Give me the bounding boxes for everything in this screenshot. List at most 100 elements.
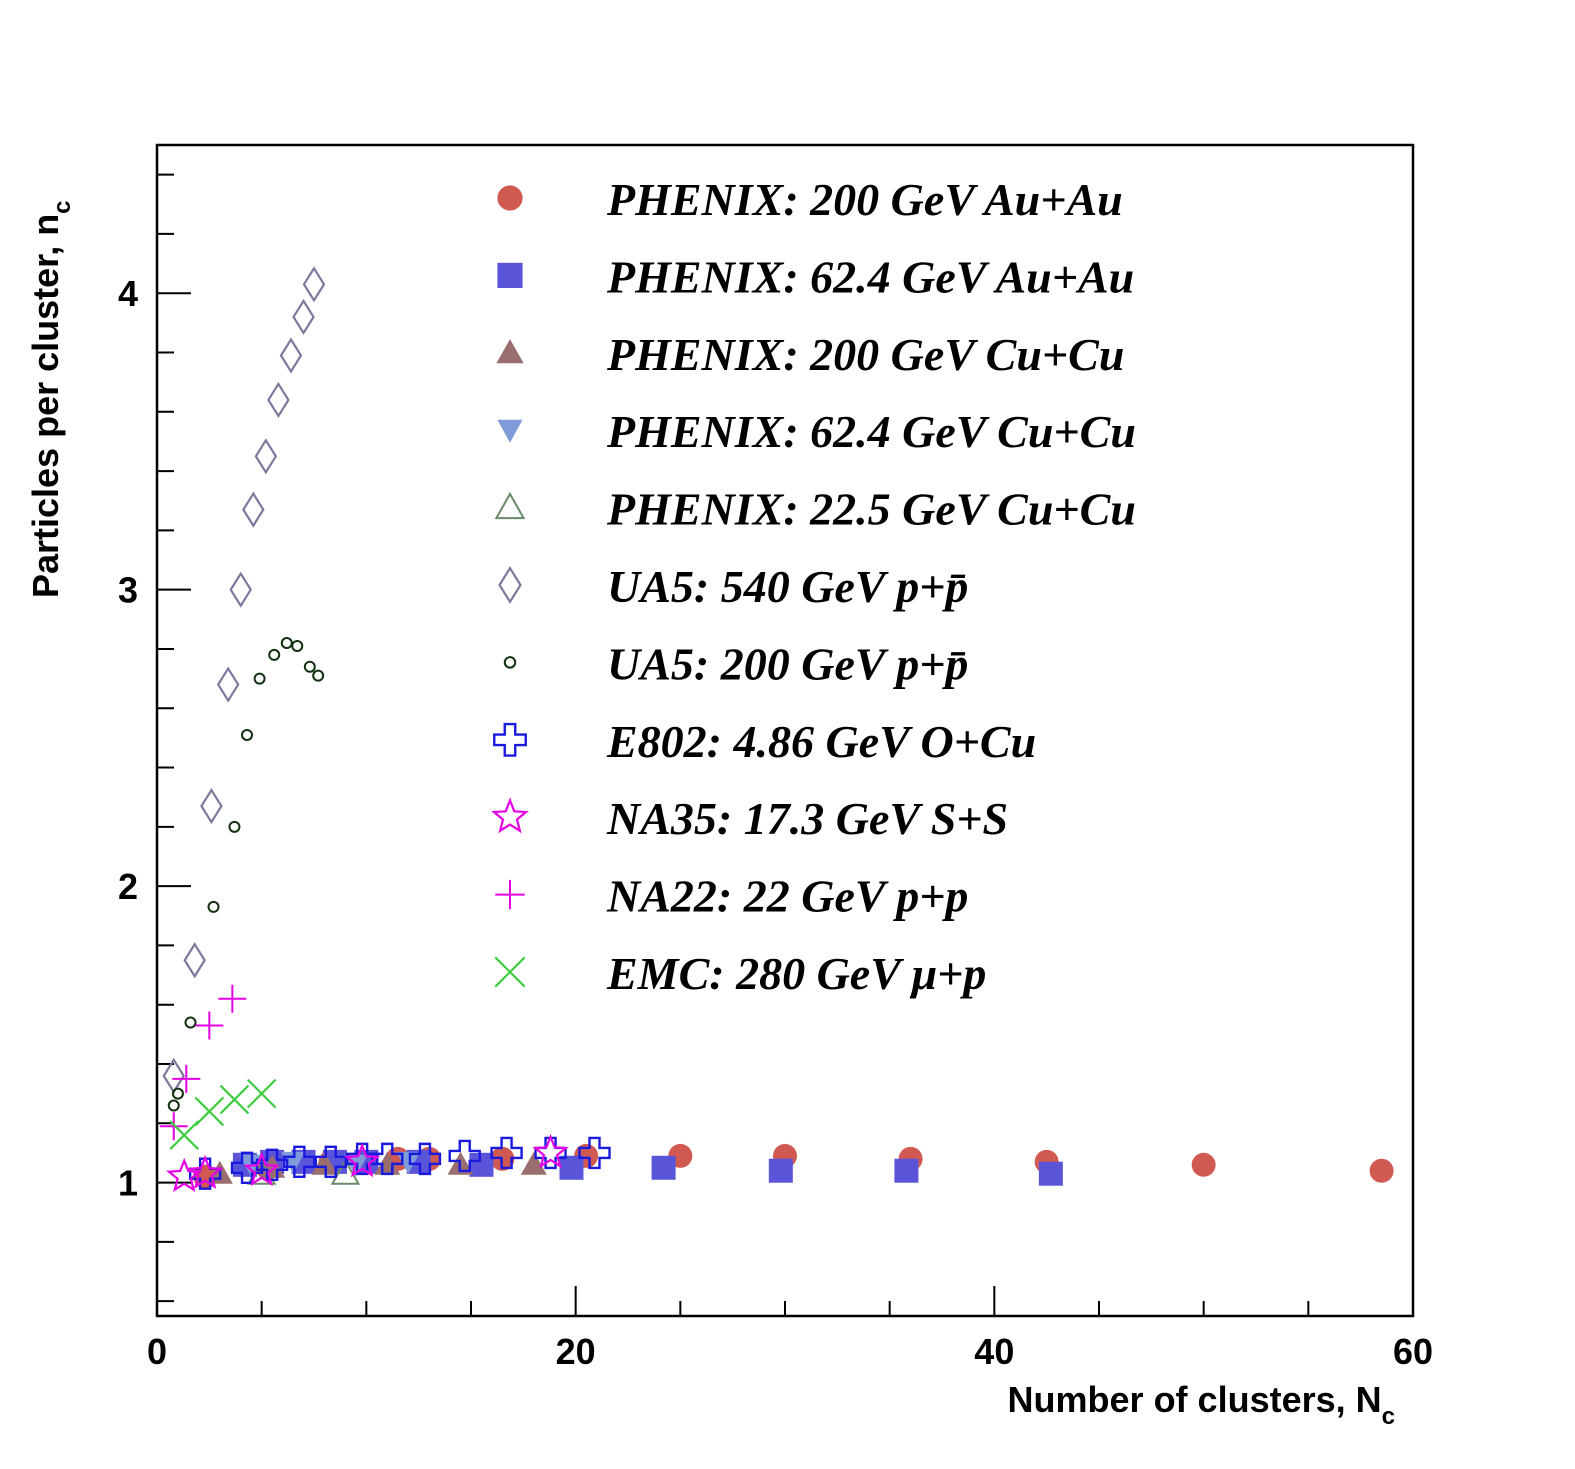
data-point: [241, 491, 265, 528]
data-point: [228, 820, 241, 833]
data-point: [279, 337, 303, 374]
data-point: [267, 381, 290, 419]
data-point: [184, 1016, 197, 1029]
x-tick-label: 0: [147, 1331, 167, 1372]
series-10: [169, 1078, 277, 1150]
data-point: [344, 1142, 381, 1178]
data-point: [303, 660, 316, 673]
data-point: [311, 1151, 338, 1175]
legend-marker: [498, 566, 522, 604]
data-point: [330, 1158, 361, 1185]
data-point: [241, 728, 254, 741]
data-point: [255, 1148, 289, 1182]
data-point: [894, 1158, 919, 1183]
legend-label: NA22: 22 GeV p+p: [606, 871, 968, 922]
legend-entry: PHENIX: 62.4 GeV Cu+Cu: [497, 406, 1136, 457]
x-axis-label: Number of clusters, Nc: [1008, 1379, 1395, 1430]
legend-marker: [497, 185, 523, 211]
legend-entry: PHENIX: 200 GeV Au+Au: [497, 174, 1123, 225]
legend-entry: UA5: 200 GeV p+p̄: [503, 638, 968, 689]
legend-marker: [494, 956, 526, 988]
data-point: [651, 1155, 676, 1180]
legend-marker: [491, 797, 529, 834]
data-point: [219, 1084, 250, 1115]
legend-marker: [496, 339, 524, 364]
y-axis-label: Particles per cluster, nc: [25, 200, 76, 598]
y-axis-label-subscript: c: [49, 200, 76, 213]
data-point: [1191, 1152, 1216, 1177]
legend-marker: [493, 722, 527, 757]
data-points: [159, 266, 1394, 1193]
legend-label: EMC: 280 GeV μ+p: [606, 948, 986, 999]
data-point: [167, 1099, 180, 1112]
data-point: [171, 1087, 184, 1100]
data-point: [166, 1157, 203, 1193]
legend-entry: EMC: 280 GeV μ+p: [494, 948, 986, 999]
data-point: [448, 1139, 481, 1173]
y-tick-label: 3: [118, 570, 138, 611]
data-point: [302, 266, 326, 303]
y-tick-label: 2: [118, 866, 138, 907]
legend-marker: [497, 262, 523, 288]
data-point: [254, 438, 278, 475]
y-axis-label-text: Particles per cluster, n: [25, 214, 66, 598]
data-point: [312, 669, 325, 682]
data-point: [195, 1011, 224, 1040]
data-point: [187, 1154, 224, 1190]
data-point: [280, 637, 293, 650]
data-point: [374, 1151, 401, 1175]
legend-marker: [494, 491, 526, 520]
data-point: [345, 1142, 379, 1176]
data-point: [371, 1142, 404, 1176]
data-point: [268, 648, 281, 661]
legend-label: PHENIX: 22.5 GeV Cu+Cu: [606, 484, 1136, 535]
data-point: [1038, 1161, 1063, 1186]
legend-entry: UA5: 540 GeV p+p̄: [498, 561, 968, 612]
legend-entry: E802: 4.86 GeV O+Cu: [493, 716, 1036, 767]
data-point: [559, 1155, 584, 1180]
x-tick-label: 20: [556, 1331, 596, 1372]
series-6: [167, 637, 325, 1112]
legend-marker: [495, 879, 525, 910]
y-tick-label: 4: [118, 273, 138, 314]
legend-entry: PHENIX: 200 GeV Cu+Cu: [496, 329, 1124, 380]
legend-entry: NA22: 22 GeV p+p: [495, 871, 968, 922]
data-point: [253, 672, 266, 685]
data-point: [207, 900, 220, 913]
data-point: [469, 1152, 494, 1177]
legend-label: E802: 4.86 GeV O+Cu: [606, 716, 1036, 767]
data-point: [1369, 1158, 1394, 1183]
x-axis-label-text: Number of clusters, N: [1008, 1379, 1382, 1420]
legend-label: PHENIX: 62.4 GeV Au+Au: [606, 251, 1134, 302]
legend: PHENIX: 200 GeV Au+Au PHENIX: 62.4 GeV Au…: [491, 174, 1136, 999]
x-tick-label: 40: [974, 1331, 1014, 1372]
legend-label: PHENIX: 200 GeV Cu+Cu: [606, 329, 1124, 380]
data-point: [408, 1142, 442, 1176]
legend-marker: [503, 656, 517, 669]
x-axis-label-subscript: c: [1382, 1403, 1395, 1430]
y-tick-label: 1: [118, 1163, 138, 1204]
series-9: [159, 984, 247, 1141]
data-point: [768, 1158, 793, 1183]
data-point: [183, 942, 206, 979]
data-point: [200, 788, 223, 825]
legend-label: PHENIX: 62.4 GeV Cu+Cu: [606, 406, 1136, 457]
data-point: [532, 1133, 569, 1169]
data-point: [243, 1151, 280, 1187]
data-point: [218, 984, 247, 1013]
data-point: [314, 1145, 347, 1179]
legend-entry: PHENIX: 62.4 GeV Au+Au: [497, 251, 1134, 302]
data-point: [520, 1151, 547, 1175]
legend-entry: PHENIX: 22.5 GeV Cu+Cu: [494, 484, 1136, 535]
data-point: [490, 1136, 523, 1170]
legend-marker: [497, 419, 523, 443]
data-point: [283, 1145, 316, 1179]
data-point: [159, 1112, 188, 1141]
legend-label: NA35: 17.3 GeV S+S: [606, 793, 1008, 844]
data-point: [172, 1064, 201, 1093]
axis-ticks: [156, 173, 1414, 1316]
data-point: [291, 640, 304, 653]
legend-label: UA5: 540 GeV p+p̄: [607, 561, 968, 612]
